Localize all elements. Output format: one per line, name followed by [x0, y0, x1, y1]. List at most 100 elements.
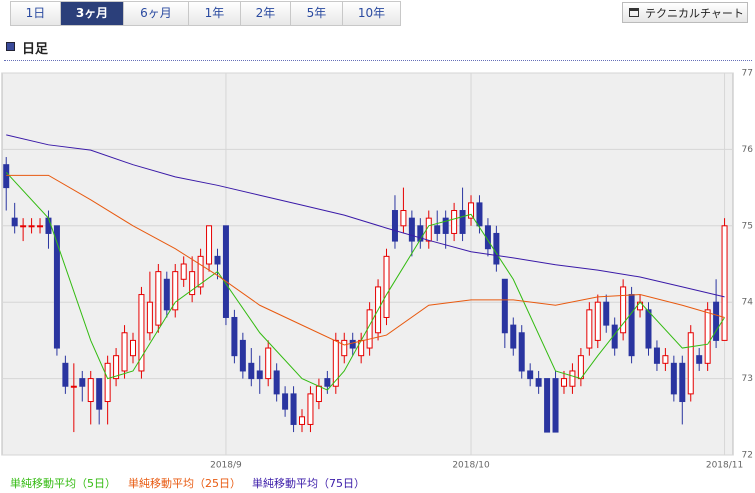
- candle-body: [400, 210, 407, 227]
- legend-entry: 単純移動平均（25日）: [128, 476, 241, 490]
- candle-body: [417, 225, 424, 242]
- candle-body: [569, 370, 576, 387]
- tab[interactable]: 5年: [291, 2, 343, 25]
- candle-body: [37, 225, 44, 228]
- tab[interactable]: 1年: [189, 2, 241, 25]
- candle-body: [468, 202, 475, 219]
- candle-body: [315, 385, 322, 403]
- candle-body: [70, 385, 77, 388]
- candle-body: [696, 355, 703, 364]
- legend-entry: 単純移動平均（75日）: [252, 476, 365, 490]
- candle-body: [628, 294, 635, 357]
- candle-body: [476, 202, 483, 227]
- candle-body: [129, 339, 136, 357]
- candle-body: [577, 355, 584, 380]
- tab[interactable]: 3ヶ月: [61, 2, 124, 25]
- candle-body: [62, 362, 69, 387]
- candle-body: [87, 378, 94, 403]
- tab[interactable]: 2年: [241, 2, 291, 25]
- candle-body: [408, 217, 415, 242]
- tab[interactable]: 6ヶ月: [124, 2, 189, 25]
- candle-body: [28, 225, 35, 228]
- candle-body: [425, 217, 432, 242]
- candle-body: [459, 210, 466, 234]
- candle-body: [544, 378, 551, 433]
- candle-body: [611, 324, 618, 349]
- moving-average-line: [6, 134, 725, 298]
- candle-body: [53, 225, 60, 349]
- candle-body: [527, 370, 534, 380]
- candle-body: [594, 301, 601, 341]
- x-tick-label: 2018/10: [452, 461, 490, 471]
- candle-body: [341, 339, 348, 357]
- candle-body: [138, 294, 145, 372]
- candle-body: [248, 362, 255, 380]
- tab[interactable]: 1日: [11, 2, 61, 25]
- candle-body: [586, 309, 593, 349]
- candle-body: [560, 378, 567, 387]
- y-tick-label: 74: [742, 298, 754, 308]
- candle-body: [299, 416, 306, 425]
- candle-body: [552, 378, 559, 433]
- candle-body: [662, 355, 669, 364]
- candle-body: [20, 225, 27, 228]
- candle-body: [687, 332, 694, 395]
- moving-average-line: [6, 174, 725, 346]
- tab[interactable]: 10年: [343, 2, 400, 25]
- y-tick-label: 75: [742, 221, 753, 231]
- candle-body: [713, 301, 720, 341]
- candle-body: [670, 362, 677, 395]
- candle-body: [332, 339, 339, 387]
- candle-body: [645, 309, 652, 349]
- candle-body: [383, 255, 390, 318]
- candle-body: [721, 225, 728, 341]
- section-title: 日足: [6, 38, 48, 57]
- candle-body: [231, 316, 238, 357]
- plot-area: [1, 72, 734, 456]
- candle-body: [146, 301, 153, 334]
- candle-body: [121, 332, 128, 372]
- candle-body: [172, 271, 179, 311]
- divider: [4, 60, 752, 61]
- candle-body: [282, 393, 289, 410]
- candle-body: [637, 301, 644, 311]
- candle-body: [510, 324, 517, 349]
- x-tick-label: 2018/11: [706, 461, 743, 471]
- technical-chart-button[interactable]: テクニカルチャート: [622, 2, 748, 23]
- candle-body: [324, 378, 331, 387]
- candle-body: [180, 263, 187, 280]
- y-tick-label: 73: [742, 374, 753, 384]
- candle-body: [493, 232, 500, 265]
- candle-body: [349, 339, 356, 349]
- candle-body: [45, 217, 52, 234]
- candle-body: [96, 378, 103, 410]
- candle-body: [679, 362, 686, 403]
- candle-body: [256, 370, 263, 380]
- candle-body: [265, 347, 272, 380]
- candle-body: [273, 370, 280, 395]
- candle-body: [391, 210, 398, 242]
- candle-body: [653, 347, 660, 364]
- candle-body: [79, 378, 86, 387]
- candle-body: [197, 255, 204, 288]
- y-tick-label: 76: [742, 145, 754, 155]
- legend-entry: 単純移動平均（5日）: [10, 476, 116, 490]
- period-tabs: 1日 3ヶ月 6ヶ月 1年 2年 5年 10年: [10, 1, 401, 26]
- candle-body: [442, 217, 449, 234]
- candle-body: [163, 278, 170, 311]
- candle-body: [704, 309, 711, 364]
- candle-body: [518, 332, 525, 372]
- candle-body: [451, 210, 458, 234]
- candle-body: [501, 278, 508, 334]
- candle-body: [222, 225, 229, 318]
- candle-body: [307, 393, 314, 425]
- candle-body: [11, 217, 18, 227]
- candle-body: [3, 164, 10, 189]
- candle-body: [290, 393, 297, 425]
- candle-body: [113, 355, 120, 380]
- x-tick-label: 2018/9: [210, 461, 242, 471]
- candle-body: [189, 271, 196, 296]
- candle-body: [155, 271, 162, 326]
